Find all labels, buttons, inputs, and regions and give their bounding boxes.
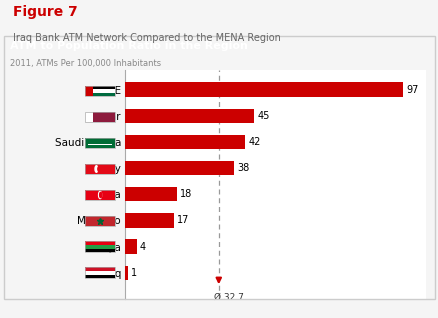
- Text: 97: 97: [406, 85, 418, 94]
- Bar: [125, 239, 136, 254]
- Circle shape: [95, 166, 98, 172]
- Bar: [85, 86, 93, 96]
- Bar: [125, 213, 173, 228]
- Text: 18: 18: [180, 189, 192, 199]
- Circle shape: [98, 167, 100, 171]
- Bar: [125, 108, 254, 123]
- Bar: [85, 267, 115, 278]
- Bar: [85, 163, 115, 175]
- Bar: [85, 163, 115, 175]
- Bar: [85, 241, 115, 245]
- Bar: [85, 112, 93, 122]
- Bar: [125, 161, 233, 175]
- Text: 42: 42: [248, 137, 261, 147]
- Bar: [88, 144, 112, 145]
- Text: 4: 4: [140, 242, 146, 252]
- Bar: [85, 190, 115, 200]
- Bar: [125, 266, 128, 280]
- Bar: [125, 82, 402, 97]
- Bar: [85, 267, 115, 271]
- Bar: [85, 275, 115, 278]
- Bar: [85, 216, 115, 226]
- Text: 45: 45: [257, 111, 269, 121]
- Text: 2011, ATMs Per 100,000 Inhabitants: 2011, ATMs Per 100,000 Inhabitants: [10, 59, 161, 68]
- Text: Iraq Bank ATM Network Compared to the MENA Region: Iraq Bank ATM Network Compared to the ME…: [13, 33, 280, 43]
- Bar: [125, 187, 176, 201]
- Bar: [85, 138, 115, 149]
- Circle shape: [99, 191, 101, 198]
- Bar: [85, 112, 115, 122]
- Circle shape: [99, 192, 102, 197]
- Bar: [85, 249, 115, 252]
- Bar: [93, 112, 115, 122]
- Text: ATM to Population Ratio in the Region: ATM to Population Ratio in the Region: [10, 41, 247, 51]
- Bar: [125, 135, 245, 149]
- Bar: [93, 86, 115, 89]
- Bar: [85, 241, 115, 252]
- Text: 17: 17: [177, 215, 189, 225]
- Bar: [93, 93, 115, 96]
- Bar: [85, 271, 115, 275]
- Bar: [85, 86, 115, 96]
- Bar: [85, 245, 115, 249]
- Text: Ø 32.7: Ø 32.7: [214, 293, 244, 302]
- Text: 1: 1: [131, 268, 137, 278]
- Bar: [85, 138, 115, 149]
- Bar: [93, 89, 115, 93]
- Bar: [85, 190, 115, 200]
- Text: 38: 38: [237, 163, 249, 173]
- Text: Figure 7: Figure 7: [13, 5, 78, 19]
- Bar: [85, 216, 115, 226]
